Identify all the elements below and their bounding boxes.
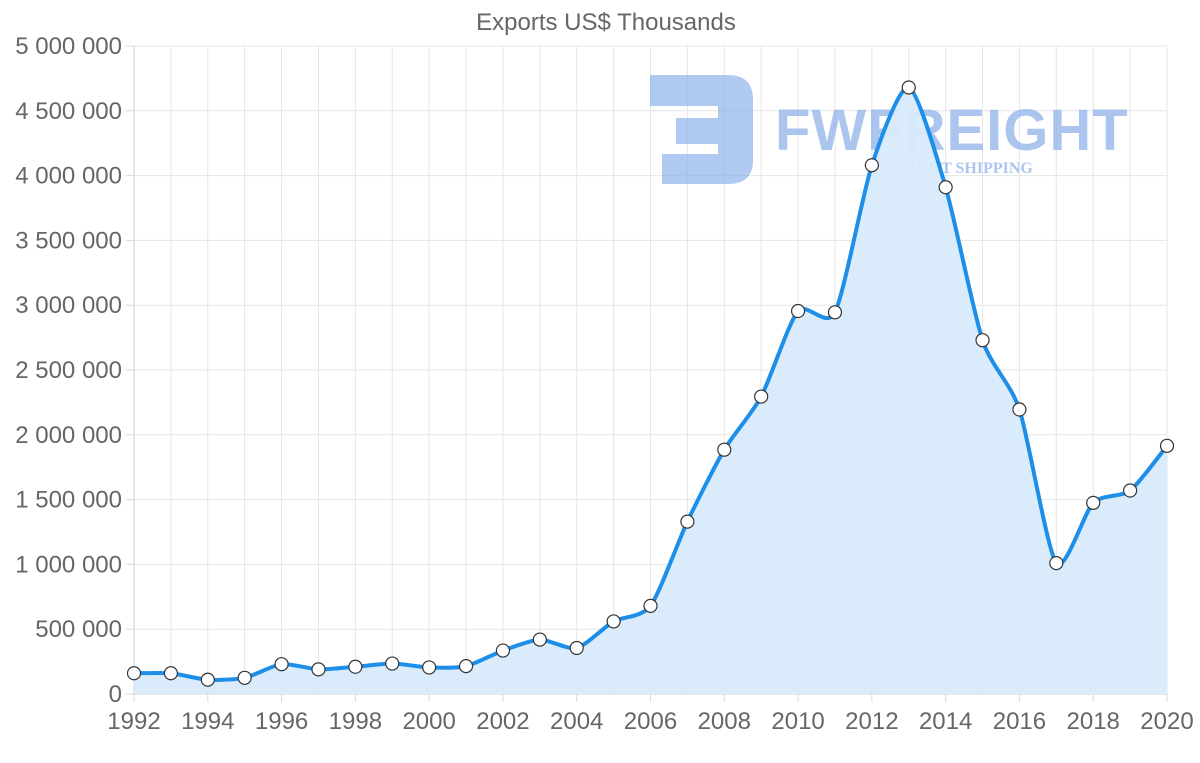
data-point-2019[interactable] xyxy=(1123,483,1138,498)
x-tick-label: 1996 xyxy=(255,708,308,735)
data-point-1992[interactable] xyxy=(126,666,142,681)
data-point-1993[interactable] xyxy=(163,666,178,681)
data-point-2010[interactable] xyxy=(790,303,806,319)
data-point-2007[interactable] xyxy=(680,514,695,529)
data-point-1998[interactable] xyxy=(348,659,363,674)
x-tick-label: 2020 xyxy=(1140,708,1193,735)
y-tick-label: 500 000 xyxy=(35,616,122,643)
data-point-2009[interactable] xyxy=(754,389,769,404)
data-point-2018[interactable] xyxy=(1086,495,1101,510)
x-tick-label: 2018 xyxy=(1067,708,1120,735)
data-point-2017[interactable] xyxy=(1049,556,1064,571)
fwfreight-logo-icon xyxy=(650,75,753,184)
data-point-2002[interactable] xyxy=(495,643,511,658)
y-tick-label: 1 500 000 xyxy=(15,487,122,514)
data-point-2006[interactable] xyxy=(643,598,658,613)
x-tick-label: 1994 xyxy=(181,708,234,735)
x-tick-label: 1992 xyxy=(107,708,160,735)
data-point-2020[interactable] xyxy=(1159,438,1175,453)
x-tick-label: 2008 xyxy=(698,708,751,735)
watermark-name: FWFREIGHT xyxy=(775,98,1129,163)
y-tick-label: 1 000 000 xyxy=(15,551,122,578)
data-point-2004[interactable] xyxy=(569,640,584,656)
y-tick-label: 3 000 000 xyxy=(15,292,122,319)
data-point-2001[interactable] xyxy=(458,659,474,674)
data-point-1995[interactable] xyxy=(237,670,252,685)
x-tick-label: 2004 xyxy=(550,708,603,735)
x-tick-label: 2014 xyxy=(919,708,972,735)
data-point-2012[interactable] xyxy=(864,158,879,173)
data-point-1994[interactable] xyxy=(200,672,215,687)
series-area-fill xyxy=(134,87,1167,694)
data-point-2013[interactable] xyxy=(901,80,916,95)
x-tick-label: 2000 xyxy=(402,708,455,735)
x-axis-ticks: 1992 1994 1996 1998 2000 2002 2004 2006 2008 2010… xyxy=(107,694,1194,735)
y-tick-label: 2 000 000 xyxy=(15,422,122,449)
y-tick-label: 4 000 000 xyxy=(15,163,122,190)
x-tick-label: 2016 xyxy=(993,708,1046,735)
data-point-2011[interactable] xyxy=(827,305,843,320)
data-point-2003[interactable] xyxy=(532,632,547,647)
data-point-1997[interactable] xyxy=(311,662,326,677)
x-tick-label: 2002 xyxy=(476,708,529,735)
y-tick-label: 4 500 000 xyxy=(15,98,122,125)
x-tick-label: 2006 xyxy=(624,708,677,735)
data-point-2005[interactable] xyxy=(606,614,621,629)
data-point-2014[interactable] xyxy=(938,180,953,195)
fwfreight-watermark: FWFREIGHT FREIGHT SHIPPING xyxy=(650,75,1129,184)
data-point-1999[interactable] xyxy=(385,656,400,671)
data-point-2015[interactable] xyxy=(975,333,990,348)
y-tick-label: 3 500 000 xyxy=(15,227,122,254)
y-axis-ticks: 0 500 000 1 000 000 1 500 000 2 000 000 2 500… xyxy=(15,33,134,708)
y-tick-label: 2 500 000 xyxy=(15,357,122,384)
y-tick-label: 5 000 000 xyxy=(15,33,122,60)
x-tick-label: 1998 xyxy=(329,708,382,735)
data-point-2016[interactable] xyxy=(1012,402,1027,417)
chart-title: Exports US$ Thousands xyxy=(476,9,736,36)
data-point-2000[interactable] xyxy=(422,660,437,675)
series-exports xyxy=(126,80,1175,694)
data-point-2008[interactable] xyxy=(717,442,732,457)
data-point-1996[interactable] xyxy=(274,657,289,672)
x-tick-label: 2010 xyxy=(771,708,824,735)
y-tick-label: 0 xyxy=(109,681,122,708)
x-tick-label: 2012 xyxy=(845,708,898,735)
